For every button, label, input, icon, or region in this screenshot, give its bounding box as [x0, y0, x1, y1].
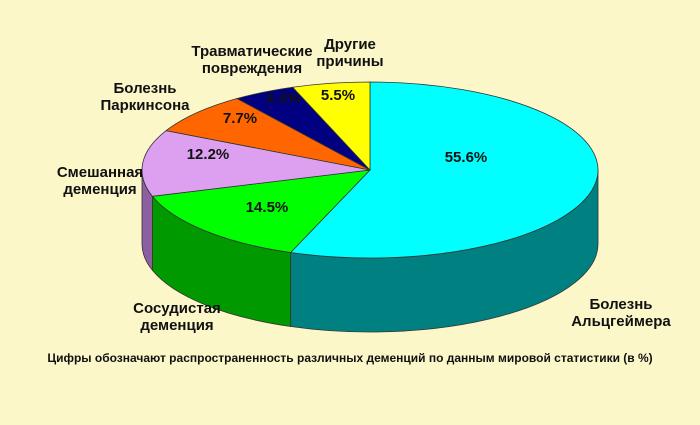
pie-slice-mixed [141, 130, 371, 197]
pie-slice-other [291, 81, 371, 172]
value-label-alzheimer: 55.6% [445, 149, 488, 166]
pie-slice-alzheimer [289, 81, 599, 259]
category-label-trauma: Травматические повреждения [191, 43, 313, 77]
value-label-trauma: 4.4% [266, 90, 300, 107]
value-label-other: 5.5% [321, 87, 355, 104]
value-label-mixed: 12.2% [187, 146, 230, 163]
value-label-vascular: 14.5% [246, 199, 289, 216]
category-label-vascular: Сосудистая деменция [133, 300, 221, 334]
category-label-other: Другие причины [316, 36, 384, 70]
category-label-alzheimer: Болезнь Альцгеймера [571, 296, 671, 330]
chart-caption: Цифры обозначают распространенность разл… [47, 351, 653, 365]
pie-slice-vascular [151, 169, 372, 253]
category-label-mixed: Смешанная деменция [56, 164, 144, 198]
pie-slice-parkinson [165, 98, 371, 171]
value-label-parkinson: 7.7% [223, 110, 257, 127]
category-label-parkinson: Болезнь Паркинсона [100, 80, 190, 114]
